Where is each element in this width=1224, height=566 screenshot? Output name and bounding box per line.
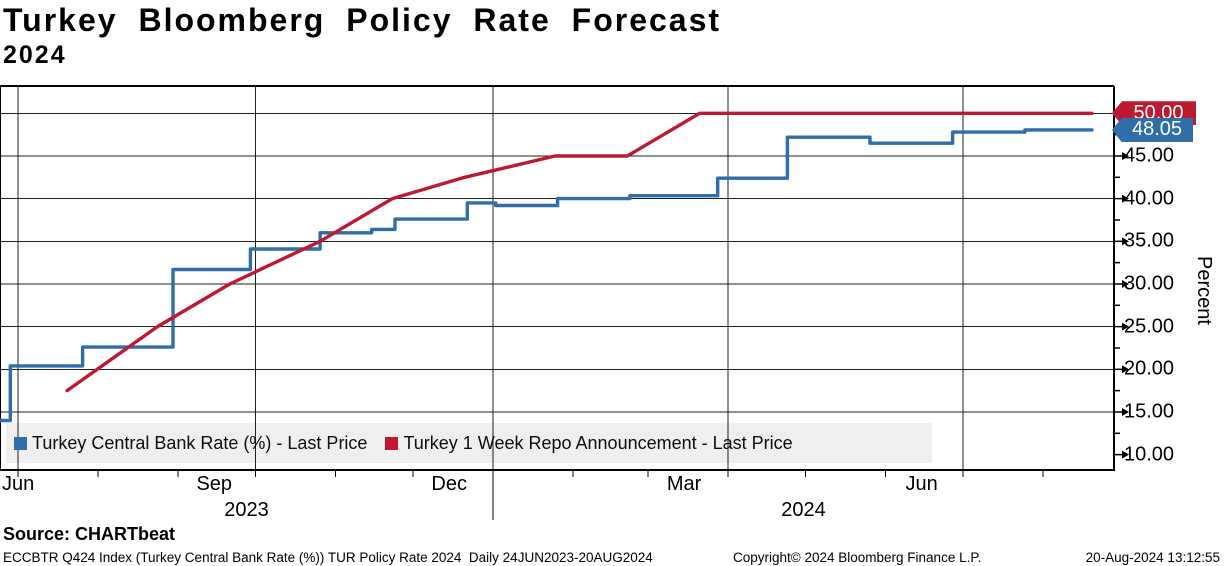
y-tick-label: 10.00 xyxy=(1124,443,1175,466)
year-label: 2024 xyxy=(781,499,826,521)
x-tick-label: Dec xyxy=(431,473,467,495)
source-line: Source: CHARTbeat xyxy=(3,524,176,544)
last-price-badge-blue: 48.05 xyxy=(1112,117,1193,142)
legend-swatch-red-icon xyxy=(385,436,399,450)
legend-item-central-bank-rate: Turkey Central Bank Rate (%) - Last Pric… xyxy=(14,433,367,454)
legend-label: Turkey 1 Week Repo Announcement - Last P… xyxy=(403,432,793,453)
legend-label: Turkey Central Bank Rate (%) - Last Pric… xyxy=(32,432,368,453)
footer-timestamp: 20-Aug-2024 13:12:55 xyxy=(1085,550,1220,565)
y-tick-label: 15.00 xyxy=(1124,400,1175,423)
legend: Turkey Central Bank Rate (%) - Last Pric… xyxy=(6,423,932,463)
legend-item-repo-announcement: Turkey 1 Week Repo Announcement - Last P… xyxy=(385,432,793,454)
page-subtitle: 2024 xyxy=(3,41,67,69)
footer-copyright: Copyright© 2024 Bloomberg Finance L.P. xyxy=(733,550,982,565)
y-tick-label: 45.00 xyxy=(1124,144,1175,167)
y-tick-label: 30.00 xyxy=(1124,272,1175,295)
x-tick-label: Sep xyxy=(196,473,233,495)
x-tick-label: Mar xyxy=(666,473,702,495)
y-tick-label: 20.00 xyxy=(1124,357,1175,380)
y-axis-title: Percent xyxy=(1193,255,1215,325)
page-title: Turkey Bloomberg Policy Rate Forecast xyxy=(3,2,722,38)
footer-index-description: ECCBTR Q424 Index (Turkey Central Bank R… xyxy=(3,550,653,565)
legend-swatch-blue-icon xyxy=(14,436,27,450)
y-tick-label: 40.00 xyxy=(1124,187,1175,210)
x-tick-label: Jun xyxy=(2,473,35,495)
year-label: 2023 xyxy=(224,499,269,521)
y-tick-label: 25.00 xyxy=(1124,315,1175,338)
y-tick-label: 35.00 xyxy=(1124,229,1175,252)
x-tick-label: Jun xyxy=(905,473,938,495)
